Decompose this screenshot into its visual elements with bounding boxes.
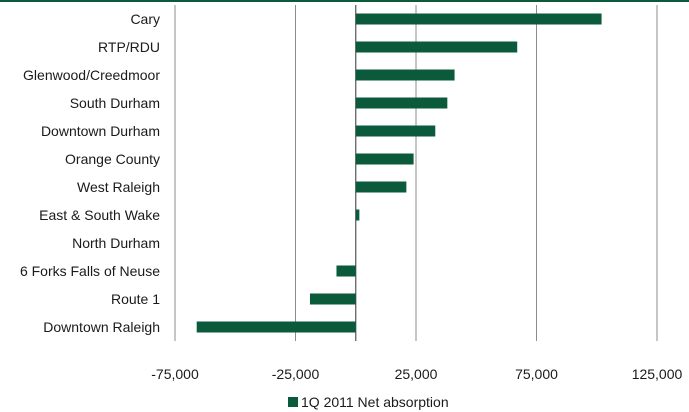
category-label-10: Route 1 bbox=[111, 291, 160, 307]
bar-3 bbox=[355, 97, 448, 109]
bar-7 bbox=[355, 209, 360, 221]
category-label-11: Downtown Raleigh bbox=[43, 319, 160, 335]
category-label-4: Downtown Durham bbox=[41, 123, 160, 139]
category-label-8: North Durham bbox=[72, 235, 160, 251]
bar-5 bbox=[355, 153, 414, 165]
category-label-3: South Durham bbox=[70, 95, 160, 111]
bar-10 bbox=[309, 293, 356, 305]
category-label-7: East & South Wake bbox=[39, 207, 160, 223]
bar-4 bbox=[355, 125, 436, 137]
legend-swatch bbox=[288, 397, 298, 407]
category-label-9: 6 Forks Falls of Neuse bbox=[20, 263, 160, 279]
category-label-5: Orange County bbox=[65, 151, 160, 167]
x-tick-label-0: -75,000 bbox=[151, 366, 199, 382]
category-label-6: West Raleigh bbox=[77, 179, 160, 195]
legend-label: 1Q 2011 Net absorption bbox=[301, 394, 449, 410]
bar-11 bbox=[196, 321, 356, 333]
x-tick-label-4: 125,000 bbox=[632, 366, 683, 382]
x-tick-label-2: 25,000 bbox=[395, 366, 438, 382]
bar-6 bbox=[355, 181, 407, 193]
bar-0 bbox=[355, 13, 602, 25]
category-label-2: Glenwood/Creedmoor bbox=[23, 67, 160, 83]
x-tick-label-1: -25,000 bbox=[272, 366, 320, 382]
bar-9 bbox=[336, 265, 356, 277]
x-tick-label-3: 75,000 bbox=[515, 366, 558, 382]
category-label-0: Cary bbox=[130, 11, 160, 27]
bar-1 bbox=[355, 41, 518, 53]
category-label-1: RTP/RDU bbox=[98, 39, 160, 55]
bar-2 bbox=[355, 69, 455, 81]
